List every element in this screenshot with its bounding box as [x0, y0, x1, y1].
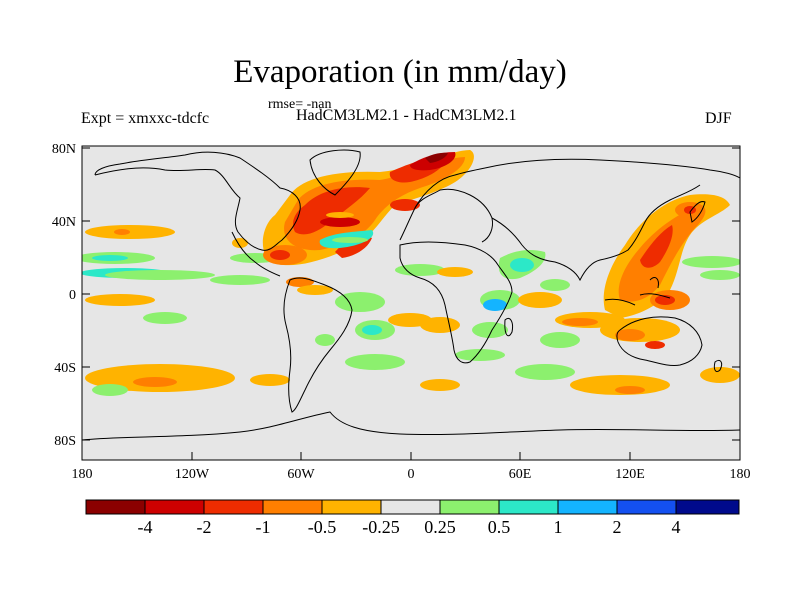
colorbar-label: -0.25	[362, 517, 400, 537]
y-axis-ticks	[82, 147, 740, 441]
colorbar-box	[557, 499, 618, 515]
colorbar-box	[439, 499, 500, 515]
experiment-label: Expt = xmxxc-tdcfc	[81, 110, 210, 127]
y-tick-label: 80N	[52, 142, 76, 157]
x-tick-label: 60E	[509, 467, 532, 482]
colorbar-box	[616, 499, 677, 515]
x-axis-ticks	[81, 452, 741, 460]
colorbar-label: -1	[256, 517, 271, 537]
coastlines	[82, 149, 740, 441]
colorbar-label: 0.25	[424, 517, 456, 537]
colorbar-box	[380, 499, 441, 515]
colorbar-label: -2	[197, 517, 212, 537]
x-tick-label: 180	[730, 467, 751, 482]
x-tick-label: 120W	[175, 467, 210, 482]
rmse-label: rmse= -nan	[268, 97, 332, 112]
colorbar	[85, 499, 740, 515]
colorbar-label: 0.5	[488, 517, 511, 537]
colorbar-label: -0.5	[308, 517, 337, 537]
x-tick-label: 0	[408, 467, 415, 482]
colorbar-box	[675, 499, 740, 515]
colorbar-box	[144, 499, 205, 515]
plot-title: Evaporation (in mm/day)	[233, 54, 567, 90]
colorbar-box	[203, 499, 264, 515]
y-tick-label: 40N	[52, 215, 76, 230]
models-label: HadCM3LM2.1 - HadCM3LM2.1	[296, 107, 517, 124]
x-tick-label: 120E	[615, 467, 645, 482]
colorbar-label: 4	[672, 517, 681, 537]
x-tick-label: 60W	[287, 467, 315, 482]
colorbar-box	[321, 499, 382, 515]
colorbar-label: 2	[613, 517, 622, 537]
season-label: DJF	[705, 110, 732, 127]
contour-fills	[82, 150, 740, 396]
colorbar-box	[498, 499, 559, 515]
y-tick-label: 40S	[54, 361, 76, 376]
y-tick-label: 80S	[54, 434, 76, 449]
colorbar-box	[85, 499, 146, 515]
colorbar-label: -4	[138, 517, 153, 537]
colorbar-box	[262, 499, 323, 515]
x-tick-label: 180	[72, 467, 93, 482]
y-tick-label: 0	[69, 288, 76, 303]
colorbar-label: 1	[554, 517, 563, 537]
